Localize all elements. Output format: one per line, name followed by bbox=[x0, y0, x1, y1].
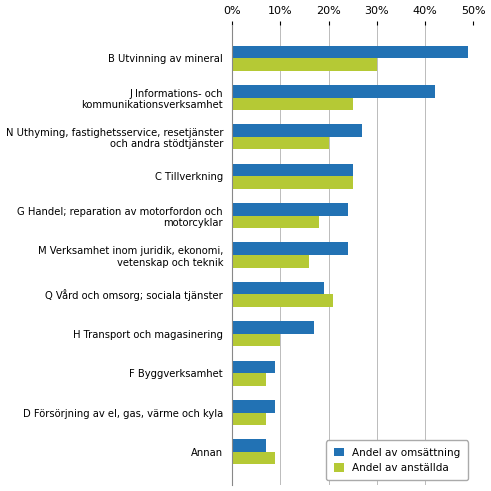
Bar bbox=[232, 452, 275, 464]
Bar bbox=[232, 46, 468, 58]
Bar bbox=[232, 400, 275, 412]
Bar bbox=[232, 124, 362, 137]
Bar bbox=[232, 360, 275, 373]
Bar bbox=[232, 255, 309, 268]
Bar bbox=[232, 216, 319, 228]
Bar bbox=[232, 334, 280, 346]
Bar bbox=[232, 164, 353, 176]
Bar bbox=[232, 321, 314, 334]
Bar bbox=[232, 373, 266, 386]
Bar bbox=[232, 85, 435, 98]
Bar bbox=[232, 412, 266, 425]
Bar bbox=[232, 203, 348, 216]
Bar bbox=[232, 58, 377, 71]
Bar bbox=[232, 98, 353, 110]
Bar bbox=[232, 282, 324, 295]
Legend: Andel av omsättning, Andel av anställda: Andel av omsättning, Andel av anställda bbox=[327, 440, 468, 480]
Bar bbox=[232, 176, 353, 189]
Bar bbox=[232, 137, 328, 149]
Bar bbox=[232, 243, 348, 255]
Bar bbox=[232, 295, 333, 307]
Bar bbox=[232, 439, 266, 452]
